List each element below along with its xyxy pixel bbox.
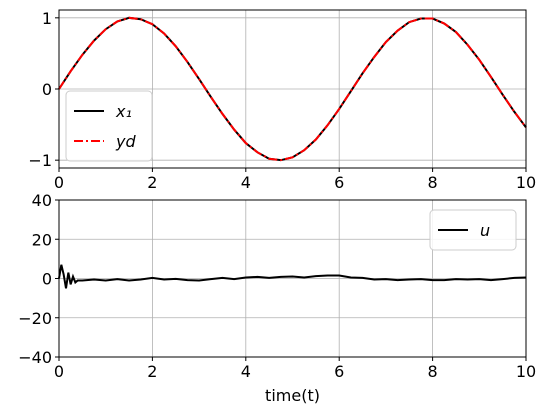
legend-box xyxy=(65,90,153,162)
y-tick-label: 1 xyxy=(42,9,52,28)
x-tick-label: 0 xyxy=(54,173,64,192)
x-tick-label: 4 xyxy=(241,362,251,381)
x-tick-label: 6 xyxy=(334,173,344,192)
legend-label: x₁ xyxy=(115,102,132,121)
y-tick-label: −1 xyxy=(28,151,52,170)
axes-frame xyxy=(58,199,527,358)
axes-frame xyxy=(58,9,527,169)
line-series xyxy=(58,16,527,162)
x-tick-label: 8 xyxy=(428,362,438,381)
x-tick-label: 8 xyxy=(428,173,438,192)
y-tick-label: −20 xyxy=(18,309,52,328)
legend-label: u xyxy=(480,221,490,240)
x-axis-label: time(t) xyxy=(265,386,320,405)
y-tick-label: 0 xyxy=(42,270,52,289)
y-tick-label: −40 xyxy=(18,348,52,367)
x-tick-label: 4 xyxy=(241,173,251,192)
line-series xyxy=(58,264,527,289)
x-tick-label: 6 xyxy=(334,362,344,381)
y-tick-label: 20 xyxy=(32,230,52,249)
x-tick-label: 10 xyxy=(516,362,536,381)
legend-label: yd xyxy=(115,132,136,151)
y-tick-label: 0 xyxy=(42,80,52,99)
y-tick-label: 40 xyxy=(32,191,52,210)
x-tick-label: 0 xyxy=(54,362,64,381)
x-tick-label: 2 xyxy=(147,362,157,381)
x-tick-label: 10 xyxy=(516,173,536,192)
legend-box xyxy=(429,209,517,251)
x-tick-label: 2 xyxy=(147,173,157,192)
